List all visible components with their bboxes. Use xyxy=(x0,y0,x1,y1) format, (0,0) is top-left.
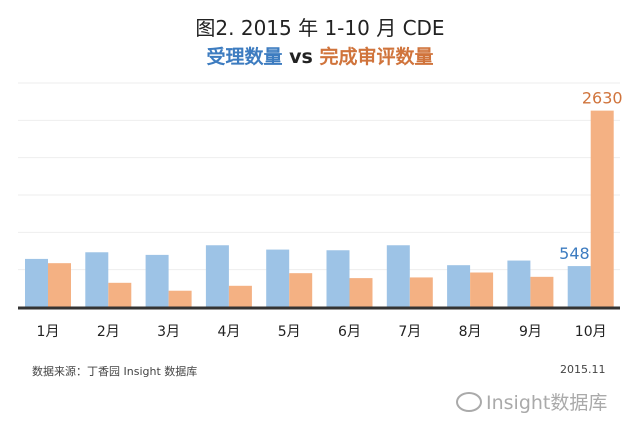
bar-received xyxy=(25,258,48,307)
chart-subtitle: 受理数量 vs 完成审评数量 xyxy=(0,42,640,69)
subtitle-series-2: 完成审评数量 xyxy=(319,46,434,68)
bar-completed xyxy=(590,110,614,307)
subtitle-vs: vs xyxy=(282,46,320,68)
chart-title: 图2. 2015 年 1-10 月 CDE xyxy=(195,16,445,40)
bar-completed xyxy=(168,290,192,307)
bar-completed xyxy=(470,272,494,307)
bar-completed xyxy=(108,282,132,307)
x-tick-label: 7月 xyxy=(398,324,421,340)
data-source: 数据来源：丁香园 Insight 数据库 xyxy=(32,365,198,378)
logo-text: Insight数据库 xyxy=(486,392,608,414)
data-label: 2630 xyxy=(582,89,623,108)
x-tick-label: 10月 xyxy=(575,324,607,340)
x-tick-label: 5月 xyxy=(278,324,301,340)
x-tick-label: 6月 xyxy=(338,324,361,340)
x-tick-label: 2月 xyxy=(97,324,120,340)
x-tick-label: 8月 xyxy=(459,324,482,340)
subtitle-series-1: 受理数量 xyxy=(206,46,283,68)
bar-received xyxy=(386,245,410,307)
bar-received xyxy=(507,260,531,307)
bar-received xyxy=(447,265,471,307)
bar-completed xyxy=(530,276,554,307)
bar-completed xyxy=(349,278,373,307)
x-tick-label: 3月 xyxy=(157,324,180,340)
date-label: 2015.11 xyxy=(560,363,606,376)
bar-completed xyxy=(289,273,313,307)
bar-completed xyxy=(409,277,433,307)
bar-received xyxy=(205,245,229,307)
bar-received xyxy=(266,249,290,307)
bar-received xyxy=(85,252,109,307)
x-tick-label: 1月 xyxy=(37,324,60,340)
x-tick-label: 4月 xyxy=(217,324,240,340)
bar-received xyxy=(326,250,350,307)
bar-completed xyxy=(48,263,71,307)
x-tick-label: 9月 xyxy=(519,324,542,340)
wechat-icon xyxy=(456,391,482,412)
bar-received xyxy=(567,266,591,307)
data-label: 548 xyxy=(559,244,590,263)
bar-received xyxy=(145,254,169,307)
bar-completed xyxy=(228,285,252,307)
watermark-logo: Insight数据库 xyxy=(456,388,607,415)
